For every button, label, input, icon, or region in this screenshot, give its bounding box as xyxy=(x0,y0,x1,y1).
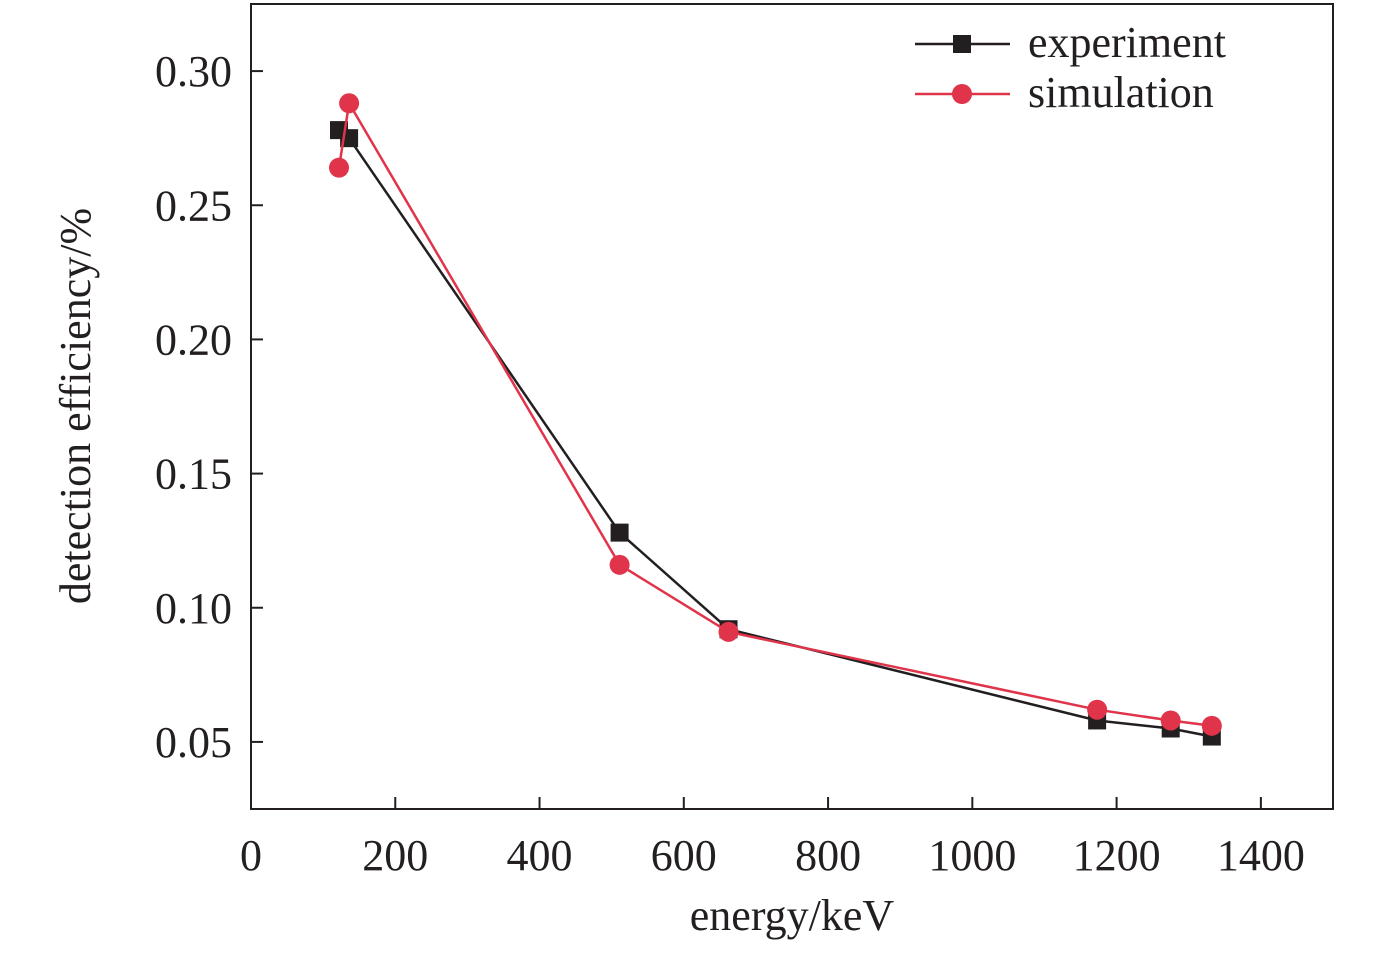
y-tick-label: 0.10 xyxy=(155,584,232,633)
data-point xyxy=(610,523,629,542)
legend-marker xyxy=(952,84,972,104)
y-tick-label: 0.05 xyxy=(155,718,232,767)
legend-marker xyxy=(953,35,971,53)
legend-label: simulation xyxy=(1028,68,1214,117)
y-axis-title: detection efficiency/% xyxy=(51,208,100,604)
legend-label: experiment xyxy=(1028,18,1226,67)
y-axis: 0.05 0.10 0.15 0.20 0.25 0.30 xyxy=(155,47,263,767)
series-1 xyxy=(329,93,1222,736)
x-tick-label: 1000 xyxy=(928,831,1016,880)
x-tick-label: 200 xyxy=(362,831,428,880)
y-tick-label: 0.20 xyxy=(155,315,232,364)
data-point xyxy=(1087,699,1108,720)
data-point xyxy=(339,93,360,114)
series-line xyxy=(338,129,1213,738)
y-tick-label: 0.25 xyxy=(155,181,232,230)
series-line xyxy=(337,102,1212,728)
series-layer xyxy=(329,93,1222,746)
x-tick-label: 1200 xyxy=(1073,831,1161,880)
x-axis-title: energy/keV xyxy=(690,891,895,940)
legend-item: simulation xyxy=(915,68,1214,117)
data-point xyxy=(329,157,350,178)
x-tick-label: 400 xyxy=(507,831,573,880)
x-tick-label: 800 xyxy=(795,831,861,880)
x-tick-label: 1400 xyxy=(1217,831,1305,880)
legend-item: experiment xyxy=(915,18,1226,67)
plot-frame xyxy=(250,3,1334,810)
series-0 xyxy=(330,121,1221,746)
x-tick-label: 0 xyxy=(240,831,262,880)
y-tick-label: 0.30 xyxy=(155,47,232,96)
y-tick-label: 0.15 xyxy=(155,450,232,499)
data-point xyxy=(1201,715,1222,736)
x-tick-label: 600 xyxy=(651,831,717,880)
x-axis: 0 200 400 600 800 1000 1200 1400 xyxy=(240,797,1305,880)
data-point xyxy=(1160,710,1181,731)
data-point xyxy=(609,554,630,575)
data-point xyxy=(718,621,739,642)
